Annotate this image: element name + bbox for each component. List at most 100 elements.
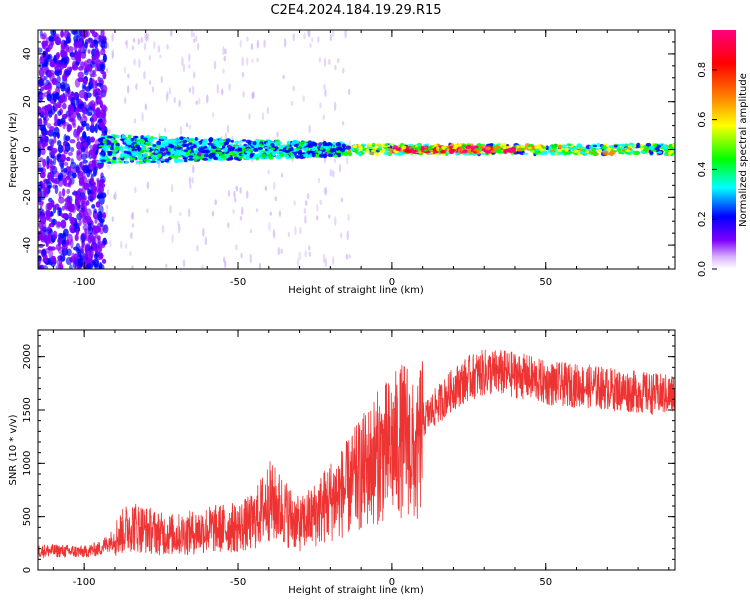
spectrogram-cell: [119, 153, 124, 159]
spectrogram-cell: [202, 157, 209, 161]
spectrogram-cell: [294, 154, 300, 159]
spectrogram-cell: [323, 187, 326, 195]
spectrogram-cell: [608, 144, 614, 149]
spectrogram-cell: [60, 49, 66, 58]
spectrogram-cell: [39, 201, 44, 208]
spectrogram-cell: [146, 181, 150, 190]
spectrogram-cell: [625, 149, 631, 152]
spectrogram-cell: [38, 47, 43, 53]
spectrogram-cell: [465, 145, 471, 150]
spectrogram-cell: [457, 143, 463, 147]
spectrogram-cell: [131, 148, 138, 152]
spectrogram-cell: [46, 103, 53, 111]
spectrogram-cell: [89, 144, 94, 150]
spectrogram-cell: [188, 155, 194, 158]
spectrogram-cell: [64, 70, 71, 76]
spectrogram-cell: [613, 144, 618, 148]
spectrogram-cell: [57, 118, 62, 127]
spectrogram-cell: [492, 146, 499, 150]
spectrogram-cell: [151, 86, 155, 93]
spectrogram-cell: [179, 136, 184, 141]
spectrogram-cell: [561, 144, 567, 148]
spectrogram-cell: [192, 71, 196, 79]
spectrogram-cell: [93, 208, 97, 214]
spectrogram-cell: [70, 238, 74, 249]
spectrogram-cell: [401, 145, 407, 150]
spectrogram-cell: [274, 146, 279, 150]
spectrogram-cell: [327, 153, 334, 158]
spectrogram-cell: [73, 128, 79, 138]
spectrogram-cell: [568, 146, 574, 151]
spectrogram-cell: [62, 228, 69, 237]
spectrogram-cell: [126, 151, 132, 155]
spectrogram-cell: [101, 258, 107, 264]
spectrogram-cell: [198, 97, 201, 105]
spectrogram-cell: [136, 148, 142, 151]
spectrogram-cell: [86, 208, 92, 217]
spectrogram-cell: [82, 131, 87, 140]
spectrogram-cell: [69, 139, 76, 144]
spectrogram-cell: [166, 43, 169, 50]
spectrogram-cell: [77, 77, 84, 83]
spectrogram-cell: [38, 197, 42, 203]
spectrogram-cell: [66, 188, 71, 195]
spectrogram-cell: [297, 151, 301, 154]
spectrogram-cell: [650, 149, 657, 152]
spectrogram-cell: [46, 123, 52, 129]
spectrogram-cell: [159, 147, 166, 152]
spectrogram-x-tick-label: 0: [389, 277, 395, 288]
spectrogram-cell: [576, 143, 582, 148]
spectrogram-cell: [318, 142, 323, 147]
spectrogram-cell: [208, 137, 214, 143]
spectrogram-cell: [193, 144, 197, 149]
spectrogram-cell: [131, 211, 134, 221]
spectrogram-cell: [145, 33, 148, 42]
spectrogram-cell: [92, 143, 97, 153]
spectrogram-cell: [152, 144, 157, 147]
spectrogram-cell: [573, 149, 578, 153]
spectrogram-cell: [62, 122, 70, 127]
spectrogram-cell: [93, 32, 100, 41]
spectrogram-cell: [208, 154, 213, 159]
spectrogram-cell: [88, 101, 94, 107]
spectrogram-cell: [38, 140, 43, 150]
spectrogram-cell: [227, 189, 231, 197]
spectrogram-cell: [42, 116, 47, 121]
spectrogram-cell: [67, 111, 71, 122]
spectrogram-cell: [223, 55, 226, 62]
spectrogram-cell: [365, 148, 370, 153]
spectrogram-cell: [166, 151, 171, 156]
spectrogram-cell: [99, 264, 105, 269]
spectrogram-cell: [558, 152, 564, 155]
spectrogram-cell: [178, 223, 181, 234]
spectrogram-cell: [280, 248, 283, 255]
spectrogram-cell: [196, 245, 199, 252]
spectrogram-cell: [97, 76, 101, 83]
spectrogram-cell: [98, 122, 105, 128]
spectrogram-cell: [89, 79, 95, 84]
spectrogram-cell: [601, 145, 607, 150]
spectrogram-cell: [153, 40, 156, 50]
spectrogram-cell: [323, 156, 327, 164]
spectrogram-cell: [52, 218, 56, 226]
spectrogram-cell: [169, 205, 172, 214]
spectrogram-cell: [145, 148, 151, 151]
spectrogram-cell: [528, 143, 534, 147]
spectrogram-cell: [220, 154, 225, 159]
spectrogram-cell: [54, 65, 60, 72]
spectrogram-cell: [303, 153, 309, 158]
spectrogram-cell: [118, 160, 122, 164]
spectrogram-cell: [102, 237, 107, 245]
spectrogram-cell: [82, 159, 88, 164]
spectrogram-cell: [63, 161, 69, 166]
spectrogram-cell: [80, 233, 86, 244]
spectrogram-cell: [93, 39, 99, 49]
spectrogram-cell: [56, 101, 61, 109]
spectrogram-cell: [239, 216, 243, 221]
spectrogram-cell: [441, 145, 447, 149]
spectrogram-cell: [131, 265, 134, 269]
spectrogram-cell: [99, 63, 105, 70]
spectrogram-cell: [80, 61, 85, 69]
spectrogram-cell: [42, 140, 47, 149]
spectrogram-cell: [59, 94, 65, 104]
